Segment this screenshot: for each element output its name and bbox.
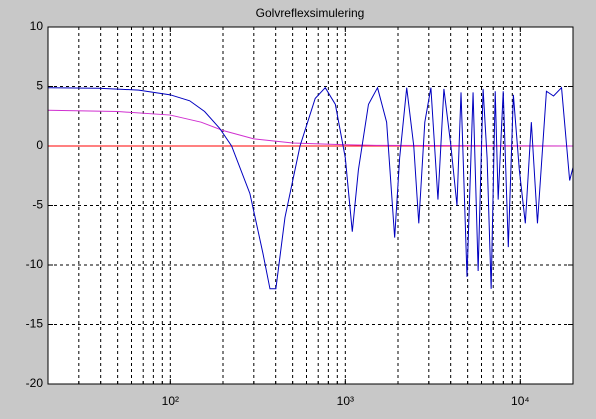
y-tick-label: 0: [36, 138, 43, 152]
y-tick-label: -20: [26, 376, 44, 390]
chart-title: Golvreflexsimulering: [256, 6, 365, 20]
x-tick-label: 10⁴: [511, 394, 530, 408]
y-tick-label: 5: [36, 79, 43, 93]
axes-box: [47, 26, 574, 385]
x-tick-label: 10³: [337, 394, 354, 408]
x-tick-label: 10²: [162, 394, 179, 408]
y-tick-label: -5: [32, 198, 43, 212]
series-line: [47, 86, 574, 290]
series-line: [47, 109, 574, 147]
y-tick-label: -15: [26, 317, 44, 331]
plot-area: [48, 27, 573, 384]
y-tick-label: -10: [26, 257, 44, 271]
y-tick-label: 10: [30, 19, 44, 33]
